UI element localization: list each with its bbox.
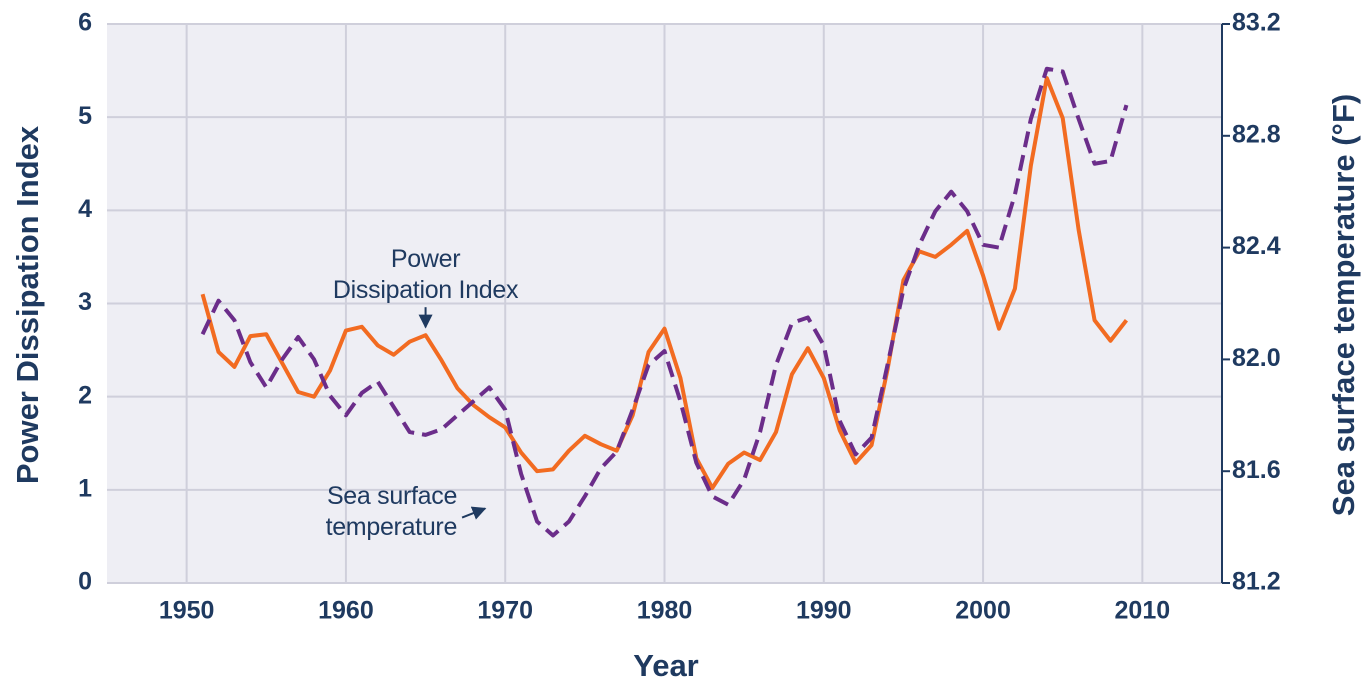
y2-tick-label: 83.2 xyxy=(1232,9,1281,37)
y-tick-label: 3 xyxy=(78,288,92,316)
y2-tick-label: 82.8 xyxy=(1232,120,1281,148)
y-tick-label: 0 xyxy=(78,568,92,596)
annotation-text: temperature xyxy=(326,513,458,541)
y-tick-label: 4 xyxy=(78,195,92,223)
annotation-text: Power xyxy=(391,245,460,273)
x-tick-label: 1960 xyxy=(318,597,374,625)
y2-tick-label: 82.0 xyxy=(1232,344,1281,372)
annotation-arrow xyxy=(461,506,487,520)
annotation-text: Dissipation Index xyxy=(333,276,519,304)
x-axis-title: Year xyxy=(633,648,699,683)
x-tick-label: 1950 xyxy=(159,597,215,625)
y-tick-label: 6 xyxy=(78,9,92,37)
series-line xyxy=(200,66,1129,538)
y2-tick-label: 81.6 xyxy=(1232,456,1281,484)
series-line xyxy=(200,76,1129,490)
x-tick-label: 2010 xyxy=(1115,597,1171,625)
x-tick-label: 1970 xyxy=(477,597,533,625)
x-tick-label: 1980 xyxy=(637,597,693,625)
y-tick-label: 5 xyxy=(78,102,92,130)
y-tick-label: 2 xyxy=(78,381,92,409)
y2-axis-title: Sea surface temperature (°F) xyxy=(1326,94,1361,516)
x-tick-label: 1990 xyxy=(796,597,852,625)
y2-tick-label: 82.4 xyxy=(1232,232,1281,260)
y-axis-title: Power Dissipation Index xyxy=(10,125,45,484)
annotation-text: Sea surface xyxy=(327,482,457,510)
x-tick-label: 2000 xyxy=(955,597,1011,625)
y2-tick-label: 81.2 xyxy=(1232,568,1281,596)
y-tick-label: 1 xyxy=(78,474,92,502)
